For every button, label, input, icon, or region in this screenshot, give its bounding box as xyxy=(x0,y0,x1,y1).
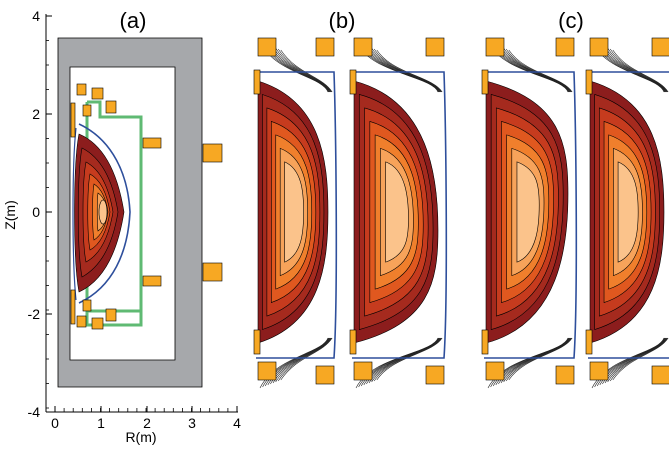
half-plasma xyxy=(253,37,338,389)
pf-coil xyxy=(555,37,575,57)
pf-coil xyxy=(425,365,445,385)
z-tick-label: -4 xyxy=(28,404,41,420)
panel-b-label: (b) xyxy=(329,8,356,33)
pf-coil xyxy=(651,37,669,57)
r-tick-label: 3 xyxy=(188,415,196,431)
pf-coil xyxy=(481,69,489,95)
plasma-contours xyxy=(74,133,125,293)
z-tick-label: 0 xyxy=(32,204,40,220)
half-plasma xyxy=(481,37,578,389)
pf-coil xyxy=(349,329,357,355)
pf-coil xyxy=(589,37,609,57)
z-tick-label: 4 xyxy=(32,8,40,24)
pf-coil xyxy=(315,365,335,385)
pf-coil xyxy=(555,365,575,385)
panel-a: 4 2 0 -2 -4 0 1 2 3 4 xyxy=(28,8,242,431)
pf-coil xyxy=(349,69,357,95)
r-tick-label: 2 xyxy=(143,415,151,431)
pf-coil xyxy=(353,361,373,381)
pf-coil xyxy=(651,365,669,385)
pf-coil xyxy=(425,37,445,57)
separatrix xyxy=(78,123,131,304)
vacuum-vessel xyxy=(57,37,203,388)
r-tick-label: 4 xyxy=(233,415,241,431)
pf-coil xyxy=(253,69,261,95)
r-tick-label: 0 xyxy=(51,415,59,431)
pf-coil xyxy=(253,329,261,355)
half-plasma xyxy=(585,37,669,389)
pf-coil xyxy=(257,37,277,57)
pf-coil xyxy=(481,329,489,355)
pf-coil xyxy=(589,361,609,381)
pf-coils xyxy=(70,83,223,330)
pf-coil xyxy=(585,329,593,355)
pf-coil xyxy=(315,37,335,57)
z-axis-label: Z(m) xyxy=(2,200,18,230)
pf-coil xyxy=(353,37,373,57)
panel-c-label: (c) xyxy=(558,8,584,33)
pf-coil xyxy=(485,361,505,381)
r-axis-label: R(m) xyxy=(125,429,156,445)
z-axis-ticks: 4 2 0 -2 -4 xyxy=(28,8,52,420)
r-tick-label: 1 xyxy=(97,415,105,431)
half-plasma xyxy=(349,37,448,389)
z-tick-label: -2 xyxy=(28,306,41,322)
pf-coil xyxy=(257,361,277,381)
pf-coil xyxy=(485,37,505,57)
r-axis-ticks: 0 1 2 3 4 xyxy=(51,406,241,431)
z-tick-label: 2 xyxy=(32,106,40,122)
panel-a-label: (a) xyxy=(120,8,147,33)
pf-coil xyxy=(585,69,593,95)
plasma-shape-panels xyxy=(253,37,669,389)
